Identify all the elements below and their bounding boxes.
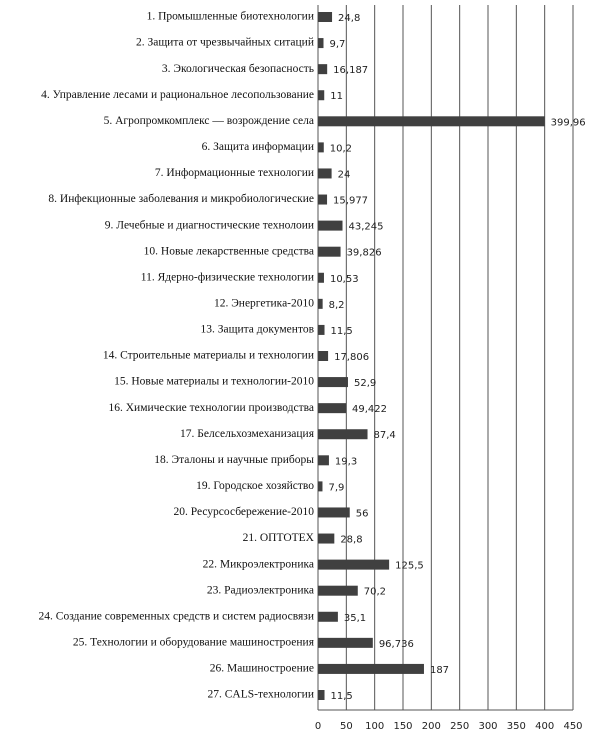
value-label: 39,826 bbox=[347, 248, 382, 259]
category-label: 3. Экологическая безопасность bbox=[162, 63, 314, 75]
value-label: 11,5 bbox=[331, 691, 353, 702]
bar bbox=[318, 533, 335, 544]
value-label: 49,422 bbox=[352, 404, 387, 415]
value-label: 56 bbox=[356, 508, 369, 519]
bar bbox=[318, 507, 350, 518]
bar bbox=[318, 403, 347, 414]
category-label: 8. Инфекционные заболевания и микробиоло… bbox=[48, 193, 314, 205]
bar bbox=[318, 90, 325, 101]
x-tick-label: 350 bbox=[507, 721, 526, 732]
category-label: 18. Эталоны и научные приборы bbox=[154, 454, 314, 466]
value-label: 43,245 bbox=[349, 222, 384, 233]
x-tick-label: 450 bbox=[563, 721, 582, 732]
bar bbox=[318, 559, 390, 570]
value-label: 24 bbox=[338, 169, 351, 180]
category-label: 2. Защита от чрезвычайных ситаций bbox=[136, 37, 314, 49]
value-label: 187 bbox=[430, 665, 449, 676]
value-label: 8,2 bbox=[329, 300, 345, 311]
category-label: 19. Городское хозяйство bbox=[196, 480, 314, 492]
x-tick-label: 250 bbox=[450, 721, 469, 732]
bar bbox=[318, 690, 325, 700]
bar bbox=[318, 377, 348, 388]
bar bbox=[318, 298, 323, 309]
value-label: 87,4 bbox=[374, 430, 396, 441]
category-label: 22. Микроэлектроника bbox=[203, 558, 314, 570]
category-label: 10. Новые лекарственные средства bbox=[144, 245, 314, 257]
category-label: 11. Ядерно-физические технологии bbox=[141, 271, 314, 283]
value-label: 9,7 bbox=[329, 39, 345, 50]
category-label: 26. Машиностроение bbox=[210, 663, 314, 675]
value-label: 35,1 bbox=[344, 613, 366, 624]
x-tick-label: 400 bbox=[535, 721, 554, 732]
category-label: 23. Радиоэлектроника bbox=[207, 584, 314, 596]
bar bbox=[318, 116, 545, 127]
bar bbox=[318, 246, 341, 257]
bar bbox=[318, 663, 424, 674]
category-label: 14. Строительные материалы и технологии bbox=[103, 350, 314, 362]
category-label: 6. Защита информации bbox=[202, 141, 314, 153]
bar bbox=[318, 637, 373, 648]
bar bbox=[318, 585, 358, 596]
bar bbox=[318, 429, 368, 440]
value-label: 10,2 bbox=[330, 143, 352, 154]
category-label: 25. Технологии и оборудование машиностро… bbox=[73, 636, 315, 648]
category-label: 12. Энергетика-2010 bbox=[214, 297, 314, 309]
x-tick-label: 150 bbox=[393, 721, 412, 732]
category-label: 27. CALS-технологии bbox=[208, 689, 314, 701]
bar bbox=[318, 12, 333, 22]
value-label: 70,2 bbox=[364, 587, 386, 598]
x-tick-label: 100 bbox=[365, 721, 384, 732]
category-label: 20. Ресурсосбережение-2010 bbox=[173, 506, 314, 518]
bar bbox=[318, 455, 329, 466]
bar bbox=[318, 220, 343, 231]
category-label: 5. Агропромкомплекс — возрождение села bbox=[104, 115, 314, 127]
category-label: 4. Управление лесами и рациональное лесо… bbox=[41, 89, 314, 101]
value-label: 11,5 bbox=[331, 326, 353, 337]
x-tick-label: 0 bbox=[315, 721, 321, 732]
value-label: 28,8 bbox=[340, 535, 362, 546]
bar bbox=[318, 351, 329, 361]
category-label: 21. ОПТОТЕХ bbox=[243, 532, 315, 544]
bar bbox=[318, 38, 324, 49]
bar bbox=[318, 272, 324, 283]
value-label: 19,3 bbox=[335, 456, 357, 467]
x-tick-label: 300 bbox=[478, 721, 497, 732]
value-label: 17,806 bbox=[334, 352, 369, 363]
value-label: 52,9 bbox=[354, 378, 376, 389]
bar bbox=[318, 168, 332, 179]
value-label: 7,9 bbox=[328, 482, 344, 493]
value-label: 24,8 bbox=[338, 13, 360, 24]
value-label: 399,96 bbox=[551, 117, 586, 128]
value-label: 125,5 bbox=[395, 561, 424, 572]
x-tick-label: 200 bbox=[422, 721, 441, 732]
bar bbox=[318, 64, 328, 75]
category-label: 9. Лечебные и диагностические технолоии bbox=[105, 219, 314, 231]
value-label: 10,53 bbox=[330, 274, 359, 285]
bar bbox=[318, 194, 328, 205]
value-label: 15,977 bbox=[333, 196, 368, 207]
value-label: 11 bbox=[330, 91, 343, 102]
category-label: 1. Промышленные биотехнологии bbox=[147, 11, 314, 23]
value-label: 96,736 bbox=[379, 639, 414, 650]
value-label: 16,187 bbox=[333, 65, 368, 76]
category-label: 15. Новые материалы и технологии-2010 bbox=[114, 376, 314, 388]
bar bbox=[318, 142, 324, 153]
category-label: 7. Информационные технологии bbox=[155, 167, 314, 179]
category-label: 17. Белсельхозмеханизация bbox=[180, 428, 315, 440]
bar bbox=[318, 611, 338, 622]
x-tick-label: 50 bbox=[340, 721, 353, 732]
category-label: 13. Защита документов bbox=[201, 324, 315, 336]
category-label: 16. Химические технологии производства bbox=[109, 402, 315, 414]
bar bbox=[318, 324, 325, 335]
category-label: 24. Создание современных средств и систе… bbox=[39, 610, 314, 622]
bar bbox=[318, 481, 323, 492]
